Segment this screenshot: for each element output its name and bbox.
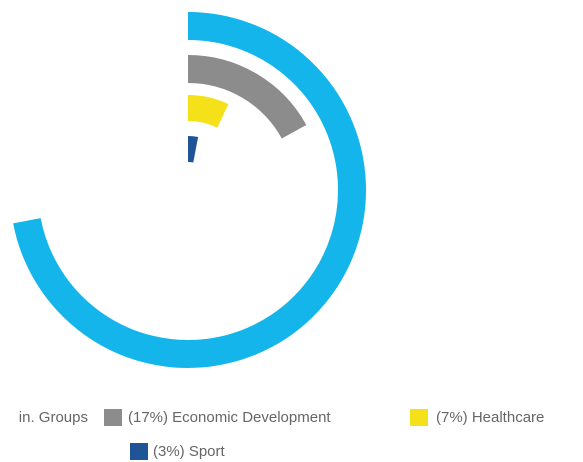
radial-bar <box>187 136 199 163</box>
legend-label: (3%) Sport <box>153 443 226 460</box>
legend-swatch <box>410 409 428 426</box>
legend-swatch <box>104 409 122 426</box>
radial-bar <box>187 95 229 128</box>
legend-swatch <box>130 443 148 460</box>
legend-label: (17%) Economic Development <box>128 409 331 426</box>
radial-bar <box>13 12 366 368</box>
legend-label: in. Groups <box>19 409 88 426</box>
radial-bar <box>187 55 307 139</box>
legend-label: (7%) Healthcare <box>436 409 544 426</box>
